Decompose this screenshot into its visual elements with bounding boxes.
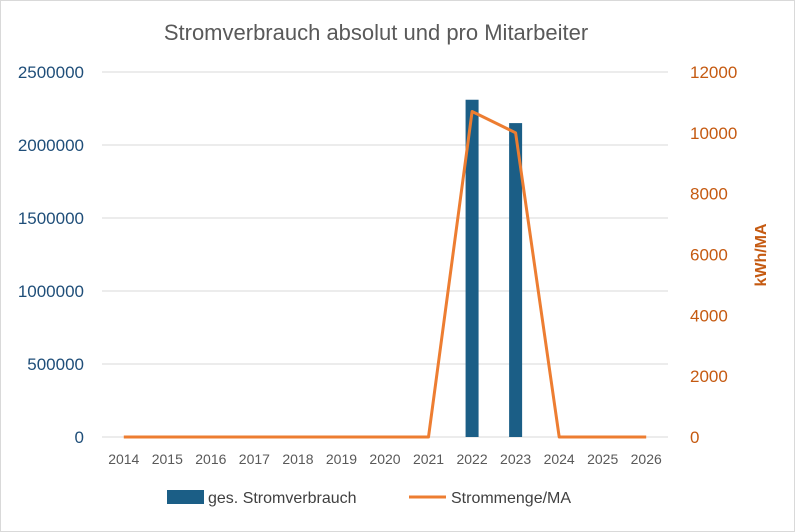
legend-label-line: Strommenge/MA: [451, 490, 571, 507]
x-tick: 2016: [195, 451, 226, 467]
x-tick: 2015: [152, 451, 183, 467]
y-axis-label-right: kWh/MA: [753, 223, 770, 287]
legend: ges. Stromverbrauch Strommenge/MA: [167, 490, 571, 507]
x-tick: 2021: [413, 451, 444, 467]
y-tick-right: 10000: [690, 124, 737, 143]
legend-swatch-bar: [167, 490, 204, 504]
bar: [465, 99, 479, 438]
bar: [509, 123, 523, 437]
y-tick-left: 2500000: [18, 63, 84, 82]
y-tick-right: 2000: [690, 367, 728, 386]
x-tick: 2019: [326, 451, 357, 467]
x-tick: 2024: [544, 451, 575, 467]
x-tick: 2026: [631, 451, 662, 467]
y-tick-right: 6000: [690, 246, 728, 265]
x-tick: 2018: [282, 451, 313, 467]
y-tick-right: 8000: [690, 185, 728, 204]
x-tick: 2020: [369, 451, 400, 467]
x-tick: 2022: [456, 451, 487, 467]
x-tick: 2025: [587, 451, 618, 467]
legend-label-bar: ges. Stromverbrauch: [208, 490, 357, 507]
x-tick: 2023: [500, 451, 531, 467]
y-tick-left: 1500000: [18, 209, 84, 228]
y-tick-right: 4000: [690, 306, 728, 325]
y-tick-left: 1000000: [18, 282, 84, 301]
x-tick: 2014: [108, 451, 139, 467]
line-series: [123, 110, 647, 439]
y-tick-left: 0: [75, 428, 84, 447]
y-tick-left: 2000000: [18, 136, 84, 155]
y-tick-right: 0: [690, 428, 699, 447]
x-tick: 2017: [239, 451, 270, 467]
chart-title: Stromverbrauch absolut und pro Mitarbeit…: [164, 20, 588, 45]
y-tick-right: 12000: [690, 63, 737, 82]
y-tick-left: 500000: [27, 355, 84, 374]
